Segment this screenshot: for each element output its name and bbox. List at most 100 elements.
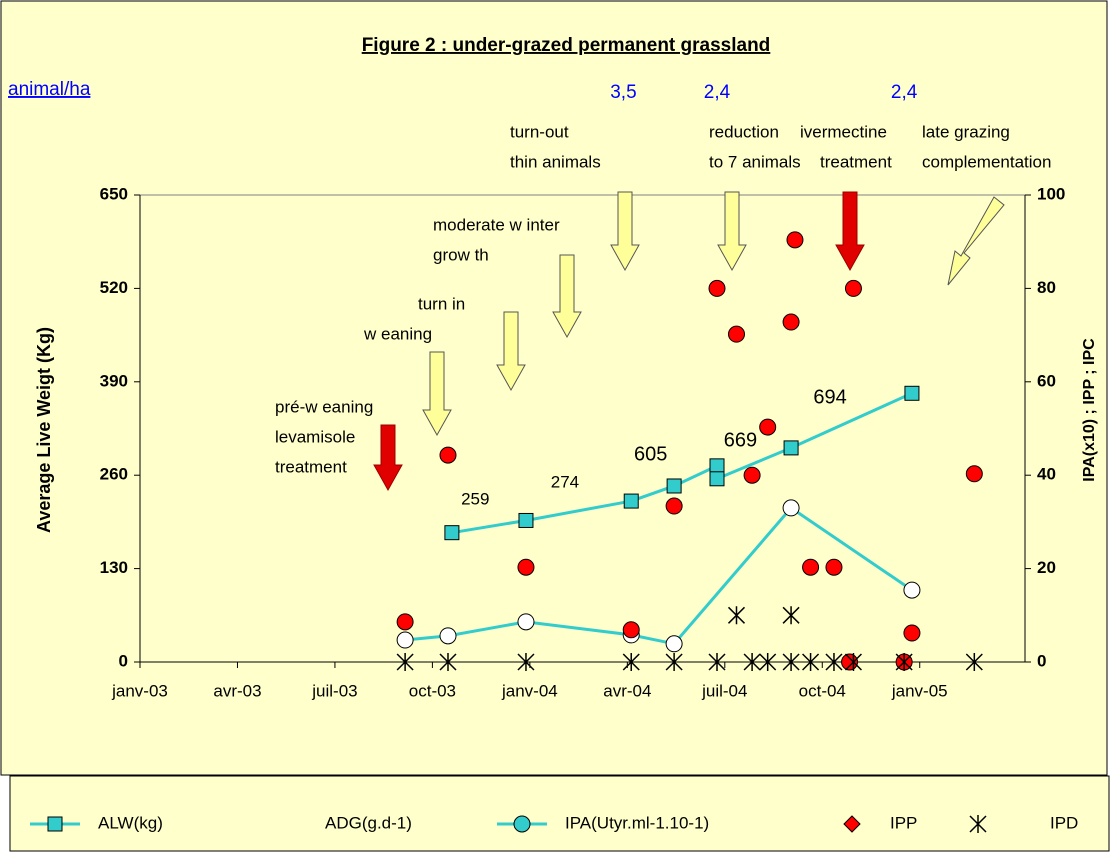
y2-tick-label: 60 — [1037, 371, 1056, 390]
arrow — [835, 191, 865, 272]
marker-square — [709, 471, 725, 487]
adg-label: 669 — [724, 429, 757, 451]
marker-star — [665, 653, 683, 671]
arrow — [496, 311, 526, 392]
marker-star — [743, 653, 761, 671]
marker-dot — [841, 653, 859, 671]
stocking-value: 3,5 — [610, 82, 636, 103]
annotation: complementation — [922, 152, 1051, 171]
marker-dot — [903, 624, 921, 642]
annotation: pré-w eaning — [275, 397, 373, 416]
series-line — [451, 391, 913, 535]
arrows — [373, 191, 1005, 492]
annotation: treatment — [820, 152, 892, 171]
arrow — [552, 254, 582, 339]
legend-marker — [47, 816, 63, 832]
x-tick-label: juil-03 — [311, 681, 357, 700]
marker-dot — [825, 558, 843, 576]
marker-star — [965, 653, 983, 671]
legend-marker — [513, 815, 531, 833]
marker-dot — [844, 279, 862, 297]
marker-star — [622, 653, 640, 671]
annotation: to 7 animals — [709, 152, 801, 171]
arrow — [422, 351, 452, 437]
y-tick-label: 520 — [100, 278, 128, 297]
adg-label: 259 — [461, 489, 489, 508]
x-tick-label: avr-04 — [603, 681, 651, 700]
marker-star — [782, 653, 800, 671]
stocking-value: 2,4 — [891, 82, 918, 103]
y2-tick-label: 100 — [1037, 184, 1065, 203]
series — [444, 385, 920, 541]
stocking-value: 2,4 — [704, 82, 731, 103]
adg-label: 274 — [551, 472, 579, 491]
annotation: ivermectine — [800, 122, 887, 141]
marker-star — [802, 653, 820, 671]
legend-marker — [843, 815, 861, 833]
annotation: moderate w inter — [433, 215, 560, 234]
legend-marker — [969, 815, 987, 833]
annotation: late grazing — [922, 122, 1010, 141]
legend-label: ALW(kg) — [98, 813, 163, 832]
marker-dot — [708, 279, 726, 297]
marker-circle — [396, 631, 414, 649]
series — [396, 231, 983, 671]
marker-star — [517, 653, 535, 671]
marker-dot — [743, 466, 761, 484]
x-tick-label: janv-05 — [891, 681, 948, 700]
x-tick-label: avr-03 — [213, 681, 261, 700]
arrow — [610, 191, 640, 272]
y2-tick-label: 0 — [1037, 651, 1046, 670]
x-tick-label: juil-04 — [701, 681, 747, 700]
legend-label: IPD — [1050, 813, 1078, 832]
marker-circle — [517, 613, 535, 631]
marker-star — [708, 653, 726, 671]
adg-label: 605 — [634, 443, 667, 465]
marker-dot — [517, 558, 535, 576]
marker-circle — [665, 635, 683, 653]
arrow — [373, 424, 403, 492]
stocking-title: animal/ha — [8, 79, 91, 100]
y-tick-label: 650 — [100, 184, 128, 203]
y2-axis-title: IPA(x10) ; IPP ; IPC — [1081, 338, 1098, 482]
marker-dot — [439, 446, 457, 464]
annotation: w eaning — [363, 324, 432, 343]
annotation: turn-out — [510, 122, 569, 141]
legend-label: ADG(g.d-1) — [325, 813, 412, 832]
marker-square — [518, 512, 534, 528]
marker-star — [727, 606, 746, 625]
annotation: treatment — [275, 457, 347, 476]
marker-star — [782, 606, 800, 625]
x-tick-label: janv-03 — [111, 681, 168, 700]
marker-square — [666, 478, 682, 494]
annotation: thin animals — [510, 152, 601, 171]
marker-dot — [759, 418, 777, 436]
marker-star — [844, 653, 862, 671]
series — [396, 606, 983, 671]
chart-title: Figure 2 : under-grazed permanent grassl… — [362, 35, 771, 56]
legend: ALW(kg) ADG(g.d-1) IPA(Utyr.ml-1.10-1) IPP I… — [30, 813, 1078, 833]
marker-square — [709, 458, 725, 474]
y-tick-label: 260 — [100, 465, 128, 484]
annotation: reduction — [709, 122, 779, 141]
arrow — [717, 191, 747, 272]
marker-star — [439, 653, 457, 671]
x-tick-label: oct-03 — [409, 681, 456, 700]
marker-square — [623, 493, 639, 509]
marker-dot — [727, 325, 745, 343]
y-tick-label: 0 — [119, 651, 128, 670]
y-tick-label: 390 — [100, 371, 128, 390]
annotation: turn in — [418, 294, 465, 313]
series: 259 274 605 669 694 — [461, 386, 847, 508]
y2-tick-label: 80 — [1037, 278, 1056, 297]
marker-circle — [439, 627, 457, 645]
marker-star — [895, 653, 913, 671]
x-tick-label: janv-04 — [501, 681, 558, 700]
marker-dot — [786, 231, 804, 249]
annotation: grow th — [433, 245, 489, 264]
marker-dot — [965, 465, 983, 483]
y-tick-label: 130 — [100, 558, 128, 577]
adg-label: 694 — [813, 386, 846, 408]
marker-circle — [782, 499, 800, 517]
